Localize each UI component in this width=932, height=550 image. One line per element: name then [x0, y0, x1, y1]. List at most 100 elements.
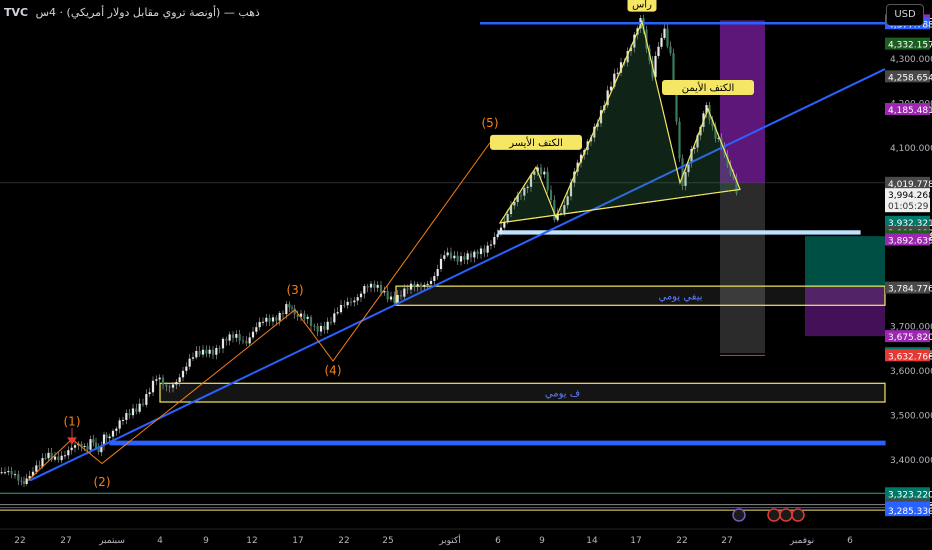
currency-button[interactable]: USD	[886, 4, 924, 26]
candle-body	[94, 442, 98, 449]
candle-body	[275, 317, 278, 321]
candle-body	[271, 317, 275, 322]
x-tick-label: 17	[292, 536, 303, 546]
candle-body	[158, 377, 161, 380]
price-tag: 3,994.268	[888, 191, 932, 201]
candle-body	[359, 293, 363, 298]
candle-body	[285, 304, 288, 315]
candle-body	[70, 447, 73, 451]
x-tick-label: 22	[14, 536, 25, 546]
candle-body	[83, 445, 86, 447]
wave-label-6: (1)	[64, 415, 81, 429]
candle-body	[191, 357, 195, 359]
candle-body	[281, 312, 285, 315]
candle-body	[231, 334, 235, 338]
candle-body	[476, 251, 479, 255]
candle-body	[406, 288, 409, 290]
candle-body	[80, 443, 83, 447]
candle-body	[241, 340, 245, 342]
candle-body	[31, 471, 35, 476]
price-tag-bg	[885, 233, 930, 246]
candle-body	[660, 37, 663, 47]
x-tick-label: 17	[630, 536, 641, 546]
symbol-label[interactable]: TVC	[4, 6, 29, 19]
x-tick-label: 22	[338, 536, 349, 546]
candle-body	[449, 252, 453, 259]
candle-body	[496, 234, 499, 238]
x-tick-label: 4	[157, 536, 163, 546]
candle-body	[63, 455, 67, 457]
candle-body	[148, 392, 151, 395]
candle-body	[178, 377, 181, 382]
candle-body	[663, 28, 666, 38]
candle-body	[261, 321, 265, 323]
candle-body	[248, 337, 251, 344]
candle-body	[278, 312, 281, 321]
price-tag-bg	[885, 215, 930, 228]
candle-body	[473, 251, 476, 258]
candle-body	[343, 304, 346, 306]
candle-body	[513, 201, 516, 206]
candle-body	[403, 288, 406, 297]
candle-body	[296, 314, 299, 317]
candle-body	[439, 258, 443, 270]
drawings-layer	[27, 19, 886, 482]
candle-body	[596, 123, 599, 127]
candle-body	[669, 46, 672, 54]
candle-body	[20, 480, 23, 482]
candle-body	[339, 304, 343, 313]
candle-body	[416, 284, 419, 287]
candle-body	[699, 126, 702, 136]
event-icon	[767, 508, 781, 522]
candle-body	[323, 325, 326, 330]
candle-body	[678, 121, 681, 159]
candle-body	[609, 86, 613, 91]
candle-body	[519, 195, 523, 197]
candle-body	[353, 300, 356, 303]
neckline	[499, 188, 741, 224]
candle-body	[563, 205, 566, 214]
wave-label-3: (5)	[482, 116, 499, 130]
chart-title-bar: TVC ذهب — (أونصة تروي مقابل دولار أمريكي…	[4, 6, 260, 19]
candle-body	[215, 347, 218, 355]
x-tick-label: 9	[539, 536, 545, 546]
time-axis[interactable]: 22 27 سبتمبر 4 9 12 17 22 25 أكتوبر 6 9 14 17 22 27 نوفم…	[0, 508, 932, 546]
candle-body	[383, 291, 386, 293]
elliott-wave-path	[27, 142, 491, 481]
price-tag: 3,932.321	[888, 219, 932, 229]
instrument-title: ذهب — (أونصة تروي مقابل دولار أمريكي) · …	[35, 6, 260, 19]
candle-body	[22, 481, 26, 484]
candle-body	[499, 227, 503, 235]
candle-body	[690, 148, 693, 163]
candle-body	[393, 296, 396, 303]
candle-body	[258, 321, 261, 328]
candle-body	[569, 182, 573, 197]
price-axis[interactable]: 3,400.000 3,500.000 3,600.000 3,700.000 4,10…	[885, 14, 932, 517]
annotations-layer: رأس الكتف الأيمن الكتف الأيسر (5) (3) (4) (1) (…	[64, 0, 754, 489]
candle-body	[225, 338, 228, 341]
candle-body	[593, 126, 596, 138]
candle-body	[161, 377, 165, 385]
candle-body	[386, 291, 389, 300]
y-tick-label: 3,700.000	[890, 322, 932, 332]
candle-body	[118, 420, 121, 429]
candle-body	[503, 221, 506, 228]
zone-0	[395, 285, 886, 306]
candle-body	[238, 334, 241, 341]
candle-body	[205, 349, 208, 354]
candle-body	[526, 186, 529, 189]
candle-body	[705, 105, 708, 114]
y-tick-label: 4,100.000	[890, 144, 932, 154]
x-tick-label: 14	[586, 536, 598, 546]
candle-body	[489, 244, 493, 246]
candle-body	[399, 294, 403, 297]
candle-body	[97, 448, 100, 453]
x-tick-label: أكتوبر	[438, 534, 461, 546]
wave-label-4: (3)	[287, 283, 304, 297]
candle-body	[303, 313, 306, 319]
candle-body	[175, 381, 178, 385]
candle-body	[181, 370, 185, 378]
x-tick-label: 12	[246, 536, 257, 546]
candle-body	[529, 174, 533, 187]
